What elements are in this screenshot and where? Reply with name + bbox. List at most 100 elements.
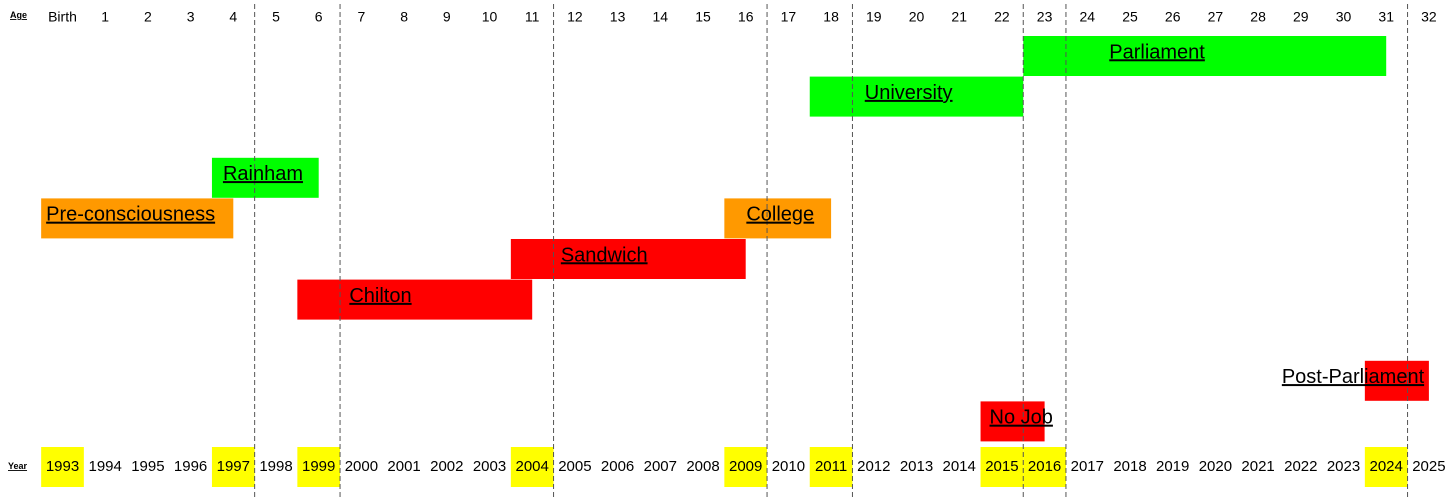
year-tick-label: 2020: [1199, 458, 1232, 475]
age-tick-label: Birth: [48, 9, 77, 25]
age-axis: Birth 1 2 3 4 5 6 7 8 9 10 11 12 13 14 15 16 17 18 19 20 21 22…: [48, 9, 1437, 25]
age-row-label: Age: [10, 10, 27, 20]
age-tick-label: 17: [781, 9, 797, 25]
age-tick-label: 3: [187, 9, 195, 25]
year-tick-label: 2022: [1284, 458, 1317, 475]
year-tick-label: 2025: [1412, 458, 1445, 475]
age-tick-label: 25: [1122, 9, 1138, 25]
period-label: Chilton: [349, 285, 411, 307]
year-tick-label: 2023: [1327, 458, 1360, 475]
year-tick-label: 1997: [217, 458, 250, 475]
year-row-label: Year: [8, 461, 28, 471]
age-tick-label: 13: [610, 9, 626, 25]
period-bar-no-job: [980, 401, 1045, 442]
age-tick-label: 2: [144, 9, 152, 25]
year-highlight-2004: [510, 447, 554, 487]
age-tick-label: 19: [866, 9, 882, 25]
year-tick-label: 1995: [131, 458, 164, 475]
period-bar-sandwich: [510, 239, 746, 279]
year-tick-label: 2016: [1028, 458, 1061, 475]
year-tick-label: 2021: [1241, 458, 1274, 475]
age-tick-label: 26: [1165, 9, 1181, 25]
age-tick-label: 21: [951, 9, 967, 25]
year-tick-label: 1993: [46, 458, 79, 475]
year-tick-label: 2019: [1156, 458, 1189, 475]
age-tick-label: 18: [823, 9, 839, 25]
year-highlights: [41, 447, 1408, 487]
period-bar-college: [724, 198, 832, 239]
age-tick-label: 14: [653, 9, 669, 25]
period-bars: [41, 36, 1429, 442]
age-tick-label: 22: [994, 9, 1010, 25]
age-tick-label: 1: [101, 9, 109, 25]
year-tick-label: 1994: [89, 458, 122, 475]
year-tick-label: 2002: [430, 458, 463, 475]
age-tick-label: 10: [482, 9, 498, 25]
age-tick-label: 8: [400, 9, 408, 25]
period-label: Rainham: [223, 163, 303, 185]
age-tick-label: 32: [1421, 9, 1437, 25]
age-tick-label: 28: [1250, 9, 1266, 25]
period-bar-post-parliament: [1364, 360, 1429, 401]
year-tick-label: 2007: [644, 458, 677, 475]
year-highlight-2009: [724, 447, 768, 487]
year-tick-label: 2005: [558, 458, 591, 475]
year-tick-label: 2018: [1113, 458, 1146, 475]
year-tick-label: 2008: [686, 458, 719, 475]
age-tick-label: 27: [1208, 9, 1224, 25]
year-tick-label: 1998: [259, 458, 292, 475]
period-label: College: [746, 204, 814, 226]
year-tick-label: 2010: [772, 458, 805, 475]
age-tick-label: 4: [229, 9, 237, 25]
age-tick-label: 7: [358, 9, 366, 25]
year-tick-label: 2015: [985, 458, 1018, 475]
period-label: Sandwich: [561, 244, 648, 266]
year-tick-label: 2024: [1370, 458, 1403, 475]
period-label: University: [865, 82, 953, 104]
year-tick-label: 2000: [345, 458, 378, 475]
year-tick-label: 2009: [729, 458, 762, 475]
year-tick-label: 2011: [815, 458, 847, 475]
year-highlight-2015: [980, 447, 1024, 487]
period-bar-rainham: [211, 157, 319, 198]
year-tick-label: 2017: [1071, 458, 1104, 475]
year-highlight-2016: [1023, 447, 1066, 487]
period-label: Pre-consciousness: [46, 204, 215, 226]
year-tick-label: 2003: [473, 458, 506, 475]
period-boundaries: [254, 4, 1409, 497]
age-tick-label: 11: [525, 9, 540, 25]
age-tick-label: 16: [738, 9, 754, 25]
year-highlight-2011: [809, 447, 853, 487]
year-highlight-1997: [211, 447, 255, 487]
year-highlight-1999: [297, 447, 341, 487]
age-tick-label: 5: [272, 9, 280, 25]
period-bar-parliament: [1023, 36, 1387, 76]
age-tick-label: 23: [1037, 9, 1053, 25]
age-tick-label: 29: [1293, 9, 1309, 25]
year-tick-label: 2001: [387, 458, 420, 475]
period-bar-pre-consciousness: [41, 198, 234, 239]
year-tick-label: 2014: [943, 458, 976, 475]
age-tick-label: 31: [1378, 9, 1394, 25]
period-label: No Job: [990, 407, 1053, 429]
age-tick-label: 24: [1080, 9, 1096, 25]
year-tick-label: 1996: [174, 458, 207, 475]
year-highlight-2024: [1364, 447, 1408, 487]
age-tick-label: 6: [315, 9, 323, 25]
year-tick-label: 2004: [516, 458, 549, 475]
age-tick-label: 12: [567, 9, 583, 25]
year-highlight-1993: [41, 447, 84, 487]
year-tick-label: 2012: [857, 458, 890, 475]
period-labels: Parliament University Rainham Pre-conscious…: [46, 41, 1424, 428]
age-tick-label: 30: [1336, 9, 1352, 25]
age-tick-label: 15: [695, 9, 711, 25]
age-tick-label: 20: [909, 9, 925, 25]
period-label: Post-Parliament: [1282, 366, 1425, 388]
period-label: Parliament: [1109, 41, 1205, 63]
year-tick-label: 1999: [302, 458, 335, 475]
year-axis: 1993 1994 1995 1996 1997 1998 1999 2000 2001 2002…: [46, 458, 1446, 475]
age-tick-label: 9: [443, 9, 451, 25]
period-bar-chilton: [297, 279, 533, 320]
year-tick-label: 2006: [601, 458, 634, 475]
